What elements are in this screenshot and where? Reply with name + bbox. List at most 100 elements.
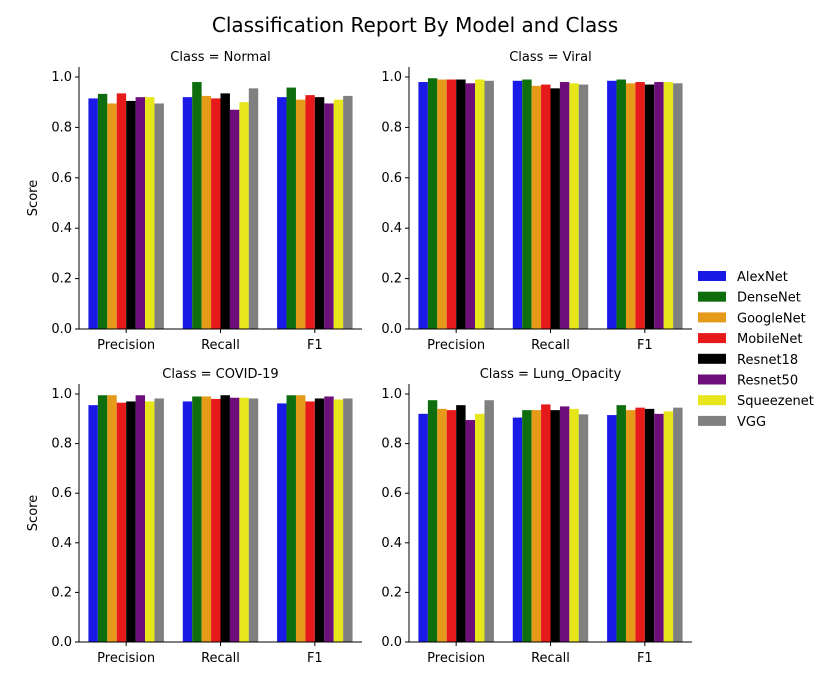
bar <box>116 93 127 329</box>
bar <box>635 407 645 642</box>
bar <box>248 88 259 329</box>
y-tick-label: 0.4 <box>381 221 402 236</box>
bar <box>116 402 127 642</box>
bar <box>286 87 296 329</box>
bar <box>239 397 249 642</box>
x-tick-label: Recall <box>201 651 240 666</box>
bar <box>314 97 325 329</box>
bar <box>531 410 542 642</box>
y-tick-label: 0.8 <box>381 120 402 135</box>
bar <box>145 97 155 329</box>
bar <box>465 83 476 329</box>
bar <box>343 95 353 330</box>
bar <box>182 97 193 329</box>
bar <box>541 84 551 329</box>
bar <box>484 400 494 642</box>
x-tick-label: Precision <box>97 338 155 353</box>
bar <box>522 410 532 642</box>
bar <box>512 80 523 329</box>
bar <box>305 95 315 329</box>
bar <box>635 82 645 329</box>
bar <box>569 408 579 642</box>
bar <box>578 414 589 642</box>
bar <box>126 401 136 642</box>
bar <box>97 395 108 642</box>
bar <box>673 407 683 642</box>
bar <box>456 405 466 642</box>
y-tick-label: 0.6 <box>51 171 72 186</box>
panel-2: Class = Viral 0.0 0.2 0.4 0.6 0.8 1.0 Precision… <box>381 50 692 353</box>
legend-item: DenseNet <box>698 291 801 306</box>
panel-1: Class = Normal Score 0.0 0.2 0.4 0.6 0.8 1.0 Pre… <box>26 50 362 353</box>
bar <box>663 82 674 329</box>
bar <box>88 98 98 329</box>
y-tick-label: 0.0 <box>51 635 72 650</box>
bar <box>97 93 108 329</box>
legend-swatch <box>698 374 726 385</box>
bar <box>550 88 560 329</box>
bar <box>248 398 259 642</box>
bar <box>324 103 334 330</box>
legend-label: DenseNet <box>737 291 801 306</box>
x-tick-label: Precision <box>427 338 485 353</box>
legend-item: VGG <box>698 415 766 430</box>
legend-item: MobileNet <box>698 332 802 347</box>
bar <box>201 396 212 642</box>
bar <box>616 79 626 330</box>
bar <box>512 417 523 642</box>
chart-legend: AlexNet DenseNet GoogleNet MobileNet Resnet1… <box>698 270 814 430</box>
legend-swatch <box>698 291 726 302</box>
legend-swatch <box>698 271 726 281</box>
bar <box>314 398 325 642</box>
bar <box>135 97 146 329</box>
legend-label: VGG <box>737 415 766 430</box>
bar <box>192 82 202 329</box>
legend-label: GoogleNet <box>737 311 806 326</box>
y-tick-label: 0.2 <box>51 585 72 600</box>
y-tick-label: 0.6 <box>381 171 402 186</box>
x-tick-label: F1 <box>307 338 323 353</box>
legend-item: AlexNet <box>698 270 788 285</box>
bar <box>550 410 560 642</box>
bar <box>559 406 570 642</box>
bar <box>182 401 193 642</box>
y-tick-label: 0.6 <box>51 486 72 501</box>
x-tick-label: F1 <box>307 651 323 666</box>
bar <box>446 79 457 330</box>
bar <box>229 109 240 329</box>
bar <box>295 395 306 642</box>
x-tick-label: Recall <box>531 651 570 666</box>
bar <box>88 405 98 642</box>
bar <box>625 410 636 642</box>
bar <box>484 80 494 329</box>
legend-label: Resnet18 <box>737 353 798 368</box>
bar <box>239 102 249 329</box>
bar <box>578 84 589 329</box>
bar <box>192 396 202 642</box>
bar <box>211 398 221 642</box>
y-tick-label: 0.8 <box>381 437 402 452</box>
y-tick-label: 0.0 <box>51 322 72 337</box>
bar <box>135 395 146 642</box>
bar <box>333 399 344 642</box>
panel-4: Class = Lung_Opacity 0.0 0.2 0.4 0.6 0.8 1.0 Pr… <box>381 367 692 666</box>
bar <box>607 415 617 642</box>
bar <box>569 83 579 329</box>
legend-swatch <box>698 415 726 426</box>
bar <box>465 420 476 642</box>
y-tick-label: 0.4 <box>51 221 72 236</box>
x-tick-label: Recall <box>201 338 240 353</box>
legend-label: AlexNet <box>737 270 788 285</box>
bar <box>654 82 664 329</box>
bar <box>607 80 617 329</box>
y-tick-label: 0.4 <box>51 536 72 551</box>
y-tick-label: 0.0 <box>381 322 402 337</box>
legend-swatch <box>698 353 726 364</box>
bar <box>418 82 428 329</box>
legend-swatch <box>698 395 726 406</box>
panel-title: Class = Viral <box>509 50 592 65</box>
legend-item: Resnet18 <box>698 353 798 368</box>
legend-label: MobileNet <box>737 332 802 347</box>
x-tick-label: Recall <box>531 338 570 353</box>
